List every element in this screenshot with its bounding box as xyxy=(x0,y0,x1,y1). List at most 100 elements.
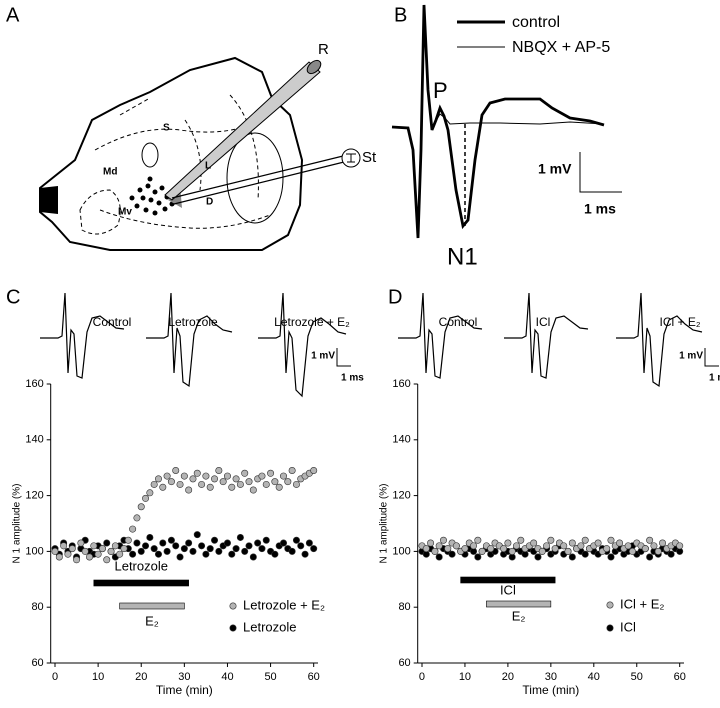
data-point xyxy=(245,478,253,486)
data-point xyxy=(603,545,611,553)
data-point xyxy=(271,478,279,486)
nucleus-border xyxy=(141,142,159,168)
data-point xyxy=(508,547,516,555)
data-point xyxy=(142,542,150,550)
trace-label: Control xyxy=(439,315,478,329)
y-tick-label: 160 xyxy=(25,378,43,390)
x-tick-label: 10 xyxy=(92,671,104,683)
data-point xyxy=(150,545,158,553)
data-point xyxy=(236,533,244,541)
data-point xyxy=(180,545,188,553)
data-point xyxy=(60,542,68,550)
panel-letter: C xyxy=(6,286,20,308)
data-point xyxy=(254,539,262,547)
treatment-bar xyxy=(486,600,552,608)
data-point xyxy=(107,547,115,555)
data-point xyxy=(193,469,201,477)
data-point xyxy=(236,480,244,488)
data-point xyxy=(581,536,589,544)
x-tick-label: 40 xyxy=(588,671,600,683)
data-point xyxy=(133,514,141,522)
legend-label: Letrozole + E₂ xyxy=(243,597,325,612)
data-point xyxy=(86,553,94,561)
data-point xyxy=(444,545,452,553)
data-point xyxy=(185,486,193,494)
y-tick-label: 160 xyxy=(392,378,410,390)
data-point xyxy=(280,539,288,547)
x-tick-label: 30 xyxy=(178,671,190,683)
data-point xyxy=(512,542,520,550)
data-point xyxy=(646,536,654,544)
data-point xyxy=(180,472,188,480)
y-tick-label: 100 xyxy=(392,545,410,557)
data-point xyxy=(517,536,525,544)
label: Mv xyxy=(118,207,132,218)
panel-letter: B xyxy=(394,4,407,26)
data-point xyxy=(154,550,162,558)
data-point xyxy=(301,550,309,558)
data-point xyxy=(659,539,667,547)
treatment-label: Letrozole xyxy=(114,558,167,573)
data-point xyxy=(159,483,167,491)
data-point xyxy=(137,547,145,555)
data-point xyxy=(439,536,447,544)
data-point xyxy=(116,550,124,558)
data-point xyxy=(568,539,576,547)
data-point xyxy=(189,475,197,483)
data-point xyxy=(154,475,162,483)
data-point xyxy=(474,553,482,561)
data-point xyxy=(176,480,184,488)
data-point xyxy=(64,550,72,558)
electrode-symbol xyxy=(346,153,356,163)
data-point xyxy=(202,472,210,480)
data-point xyxy=(232,475,240,483)
x-tick-label: 60 xyxy=(674,671,686,683)
y-tick-label: 60 xyxy=(398,657,410,669)
data-point xyxy=(193,531,201,539)
data-point xyxy=(607,553,615,561)
peak-label: P xyxy=(433,78,448,103)
data-point xyxy=(98,545,106,553)
data-point xyxy=(275,483,283,491)
data-point xyxy=(55,553,63,561)
data-point xyxy=(654,547,662,555)
label: D xyxy=(206,197,213,208)
data-point xyxy=(142,494,150,502)
data-point xyxy=(241,469,249,477)
treatment-label: E₂ xyxy=(145,613,159,628)
data-point xyxy=(215,466,223,474)
x-tick-label: 20 xyxy=(135,671,147,683)
data-point xyxy=(172,466,180,474)
y-tick-label: 120 xyxy=(392,490,410,502)
nucleus-borders xyxy=(79,94,271,235)
data-point xyxy=(581,550,589,558)
data-point xyxy=(280,472,288,480)
data-point xyxy=(206,483,214,491)
data-point xyxy=(543,542,551,550)
treatment-label: E₂ xyxy=(512,608,526,623)
treatment-bar xyxy=(93,579,189,587)
data-point xyxy=(258,545,266,553)
data-point xyxy=(305,539,313,547)
data-point xyxy=(530,539,538,547)
data-point xyxy=(538,547,546,555)
data-point xyxy=(564,547,572,555)
panel-b: B control NBQX + AP-5 P N1 1 mV 1 ms xyxy=(391,4,622,270)
data-point xyxy=(202,550,210,558)
data-point xyxy=(249,486,257,494)
panel-letter: A xyxy=(6,4,20,26)
data-point xyxy=(624,542,632,550)
data-point xyxy=(435,553,443,561)
data-point xyxy=(560,542,568,550)
data-point xyxy=(133,539,141,547)
x-tick-label: 40 xyxy=(221,671,233,683)
data-point xyxy=(448,550,456,558)
data-point xyxy=(241,547,249,555)
data-point xyxy=(223,472,231,480)
x-tick-label: 60 xyxy=(308,671,320,683)
data-point xyxy=(68,545,76,553)
scale-label: 1 mV xyxy=(538,161,572,177)
data-point xyxy=(176,553,184,561)
trace-label: ICl xyxy=(536,315,551,329)
